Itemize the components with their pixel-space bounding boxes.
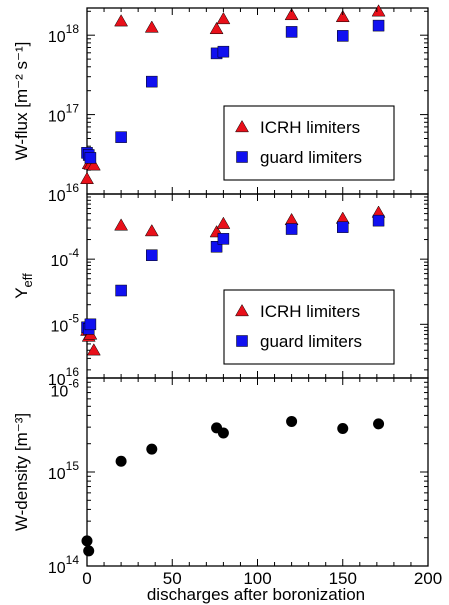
series-guard-limiters [81, 214, 385, 335]
data-point [144, 20, 159, 33]
data-point [285, 26, 298, 38]
data-point [337, 30, 349, 42]
data-point [286, 415, 298, 427]
legend-box [223, 289, 395, 365]
data-point [114, 14, 129, 27]
legend-marker [235, 119, 249, 133]
data-point [372, 214, 385, 227]
series-icrh-limiters [80, 205, 386, 356]
data-point [144, 224, 159, 237]
y-tick-label: 1016 [48, 365, 79, 389]
data-point [285, 223, 298, 235]
legend-label: ICRH limiters [260, 302, 360, 321]
legend: ICRH limiters guard limiters [223, 289, 395, 365]
data-point [146, 443, 158, 455]
data-point [373, 418, 385, 430]
legend-label: ICRH limiters [260, 118, 360, 137]
panel-yeff: 10-6 10-5 10-4 Yeff ICRH limiters guard limit… [12, 193, 429, 400]
x-axis-label: discharges after boronization [147, 585, 365, 604]
x-tick-label: 100 [243, 569, 271, 588]
data-point [114, 218, 129, 231]
data-point [210, 241, 223, 253]
y-tick-label: 10-4 [51, 246, 80, 270]
data-point [335, 9, 350, 23]
y-tick-label: 1017 [48, 102, 79, 126]
legend-marker [235, 303, 249, 317]
panel-wdensity: 1014 1015 1016 W-density [m⁻³] [12, 365, 429, 577]
panel-wflux: 1016 1017 1018 W-flux [m⁻² s⁻¹] ICRH limiter… [12, 4, 429, 205]
series-guard-limiters [81, 19, 385, 164]
data-point [146, 75, 158, 88]
y-tick-label: 1014 [48, 553, 79, 577]
y-tick-label: 1016 [48, 181, 79, 205]
y-tick-label: 10-6 [51, 376, 80, 400]
x-tick-label: 0 [82, 569, 91, 588]
legend-marker [236, 335, 248, 347]
data-point [115, 131, 127, 143]
plots: 1016 1017 1018 W-flux [m⁻² s⁻¹] ICRH limiter… [12, 4, 442, 588]
data-point [115, 455, 127, 467]
data-point [284, 212, 299, 226]
y-tick-label: 10-5 [51, 311, 80, 335]
y-axis-label: W-density [m⁻³] [12, 413, 31, 531]
data-point [217, 233, 230, 245]
data-point [84, 318, 97, 331]
data-point [284, 7, 299, 21]
data-point [81, 535, 93, 547]
data-point [115, 284, 127, 297]
data-point [216, 216, 231, 229]
data-point [80, 171, 94, 185]
legend: ICRH limiters guard limiters [223, 105, 395, 181]
data-point [86, 343, 101, 356]
panel-frame [86, 377, 429, 567]
data-point [217, 45, 230, 58]
x-tick-label: 150 [329, 569, 357, 588]
y-tick-label: 1018 [48, 22, 79, 46]
data-point [86, 158, 101, 171]
legend-marker [236, 151, 248, 163]
data-point [216, 11, 231, 25]
x-tick-label: 50 [163, 569, 182, 588]
data-point [371, 4, 386, 17]
data-point [209, 21, 224, 35]
data-point [337, 221, 349, 233]
data-point [146, 249, 158, 261]
data-point [84, 152, 97, 164]
y-axis-label: Yeff [12, 273, 35, 299]
data-point [83, 545, 95, 557]
data-point [337, 423, 349, 435]
x-tick-label: 200 [414, 569, 442, 588]
legend-box [223, 105, 395, 181]
legend-label: guard limiters [260, 148, 362, 167]
series-icrh-limiters [80, 4, 386, 185]
data-point [217, 427, 229, 439]
y-axis-label: W-flux [m⁻² s⁻¹] [12, 42, 31, 161]
series-points [81, 415, 385, 557]
data-point [372, 19, 385, 32]
legend-label: guard limiters [260, 332, 362, 351]
y-tick-label: 1015 [48, 459, 79, 483]
